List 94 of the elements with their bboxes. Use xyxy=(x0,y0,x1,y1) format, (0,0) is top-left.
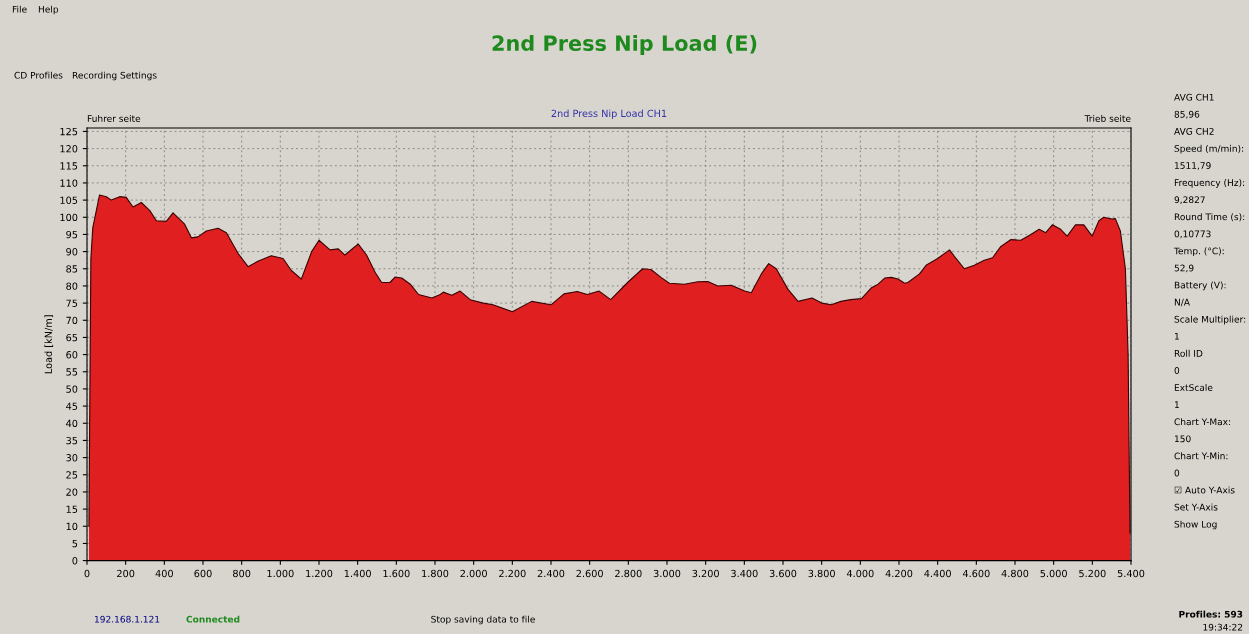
text: CD Profiles xyxy=(14,71,63,79)
text: AVG CH1 xyxy=(1174,93,1214,101)
y-tick-label: 115 xyxy=(60,162,78,170)
x-tick-label: 600 xyxy=(194,569,212,578)
x-tick-label: 2.200 xyxy=(499,569,526,578)
y-tick-label: 20 xyxy=(66,488,78,496)
x-tick-label: 1.600 xyxy=(383,569,410,578)
y-tick-label: 100 xyxy=(60,213,78,222)
y-tick-label: 120 xyxy=(60,145,78,153)
x-tick-label: 0 xyxy=(84,569,90,578)
x-tick-label: 2.000 xyxy=(460,569,487,578)
y-axis-title: Load [kN/m] xyxy=(44,315,54,374)
x-tick-label: 5.000 xyxy=(1040,569,1067,578)
x-tick-label: 1.400 xyxy=(344,569,371,578)
text: ☑ Auto Y-Axis xyxy=(1174,486,1235,494)
x-tick-label: 5.200 xyxy=(1079,569,1106,578)
chart-title: 2nd Press Nip Load (E) xyxy=(492,34,757,56)
x-tick-label: 3.600 xyxy=(769,569,797,578)
y-tick-label: 55 xyxy=(66,368,78,376)
x-tick-label: 800 xyxy=(233,569,251,578)
text: Stop saving data to file xyxy=(431,615,535,625)
y-tick-label: 90 xyxy=(66,248,78,256)
x-tick-label: 1.000 xyxy=(267,569,294,578)
text: 150 xyxy=(1174,435,1191,443)
y-tick-label: 30 xyxy=(66,454,78,462)
text: 0,10773 xyxy=(1174,230,1211,239)
text: Temp. (°C): xyxy=(1173,247,1224,257)
text: 1 xyxy=(1174,401,1179,408)
text: 1511,79 xyxy=(1174,162,1211,170)
y-tick-label: 50 xyxy=(66,385,78,393)
text: 192.168.1.121 xyxy=(94,615,160,623)
x-tick-label: 2.400 xyxy=(537,569,565,578)
text: Chart Y-Min: xyxy=(1174,452,1228,460)
y-tick-label: 95 xyxy=(66,230,78,239)
text: 9,2827 xyxy=(1174,196,1205,205)
text: N/A xyxy=(1174,298,1190,307)
text: Battery (V): xyxy=(1174,281,1226,291)
text: 0 xyxy=(1174,367,1180,374)
y-tick-label: 35 xyxy=(66,436,78,445)
text: 52,9 xyxy=(1174,264,1194,273)
x-tick-label: 2.800 xyxy=(615,569,642,578)
x-tick-label: 1.800 xyxy=(422,569,449,578)
x-tick-label: 4.600 xyxy=(962,569,990,578)
y-tick-label: 10 xyxy=(66,522,78,531)
x-tick-label: 5.400 xyxy=(1117,569,1145,578)
x-tick-label: 4.800 xyxy=(1001,569,1029,578)
y-tick-label: 60 xyxy=(66,351,78,359)
text: Speed (m/min): xyxy=(1174,144,1244,154)
text: Frequency (Hz): xyxy=(1174,179,1245,188)
x-tick-label: 2.600 xyxy=(576,569,603,578)
text: 0 xyxy=(1174,469,1180,477)
text: Round Time (s): xyxy=(1174,213,1245,222)
text: Show Log xyxy=(1174,520,1217,530)
x-tick-label: 4.000 xyxy=(846,569,874,578)
text: AVG CH2 xyxy=(1174,127,1214,135)
x-tick-label: 4.200 xyxy=(885,569,913,578)
x-tick-label: 4.400 xyxy=(924,569,951,578)
x-tick-label: 200 xyxy=(117,569,135,578)
y-tick-label: 15 xyxy=(66,505,78,513)
text: Set Y-Axis xyxy=(1174,503,1218,511)
y-tick-label: 125 xyxy=(60,127,78,136)
text: File xyxy=(12,5,27,13)
y-tick-label: 45 xyxy=(66,402,78,410)
x-tick-label: 400 xyxy=(155,569,173,578)
y-tick-label: 65 xyxy=(66,333,78,342)
y-tick-label: 70 xyxy=(66,316,78,325)
x-tick-label: 1.200 xyxy=(306,569,333,578)
y-tick-label: 40 xyxy=(66,419,78,428)
text: Scale Multiplier: xyxy=(1174,315,1246,325)
text: 85,96 xyxy=(1174,110,1200,119)
y-tick-label: 5 xyxy=(72,540,78,548)
text: Chart Y-Max: xyxy=(1174,418,1231,426)
y-tick-label: 0 xyxy=(72,557,78,565)
x-tick-label: 3.200 xyxy=(692,569,719,578)
text: 1 xyxy=(1174,333,1179,340)
y-tick-label: 25 xyxy=(66,471,78,479)
y-tick-label: 85 xyxy=(66,265,78,273)
chart-subtitle: 2nd Press Nip Load CH1 xyxy=(551,109,667,119)
text: ExtScale xyxy=(1174,383,1213,391)
y-tick-label: 80 xyxy=(66,282,78,290)
text: Profiles: 593 xyxy=(1179,610,1243,618)
text: Help xyxy=(38,5,59,15)
x-tick-label: 3.800 xyxy=(808,569,835,578)
text: Connected xyxy=(186,615,240,623)
text: Recording Settings xyxy=(72,71,157,81)
x-tick-label: 3.000 xyxy=(653,569,681,578)
text: 19:34:22 xyxy=(1203,623,1243,631)
text: Fuhrer seite xyxy=(87,114,141,122)
x-tick-label: 3.400 xyxy=(731,569,758,578)
y-tick-label: 110 xyxy=(60,179,78,187)
text: Trieb seite xyxy=(1084,114,1131,122)
y-tick-label: 105 xyxy=(60,196,78,204)
y-tick-label: 75 xyxy=(66,299,78,307)
text: Roll ID xyxy=(1174,349,1203,357)
